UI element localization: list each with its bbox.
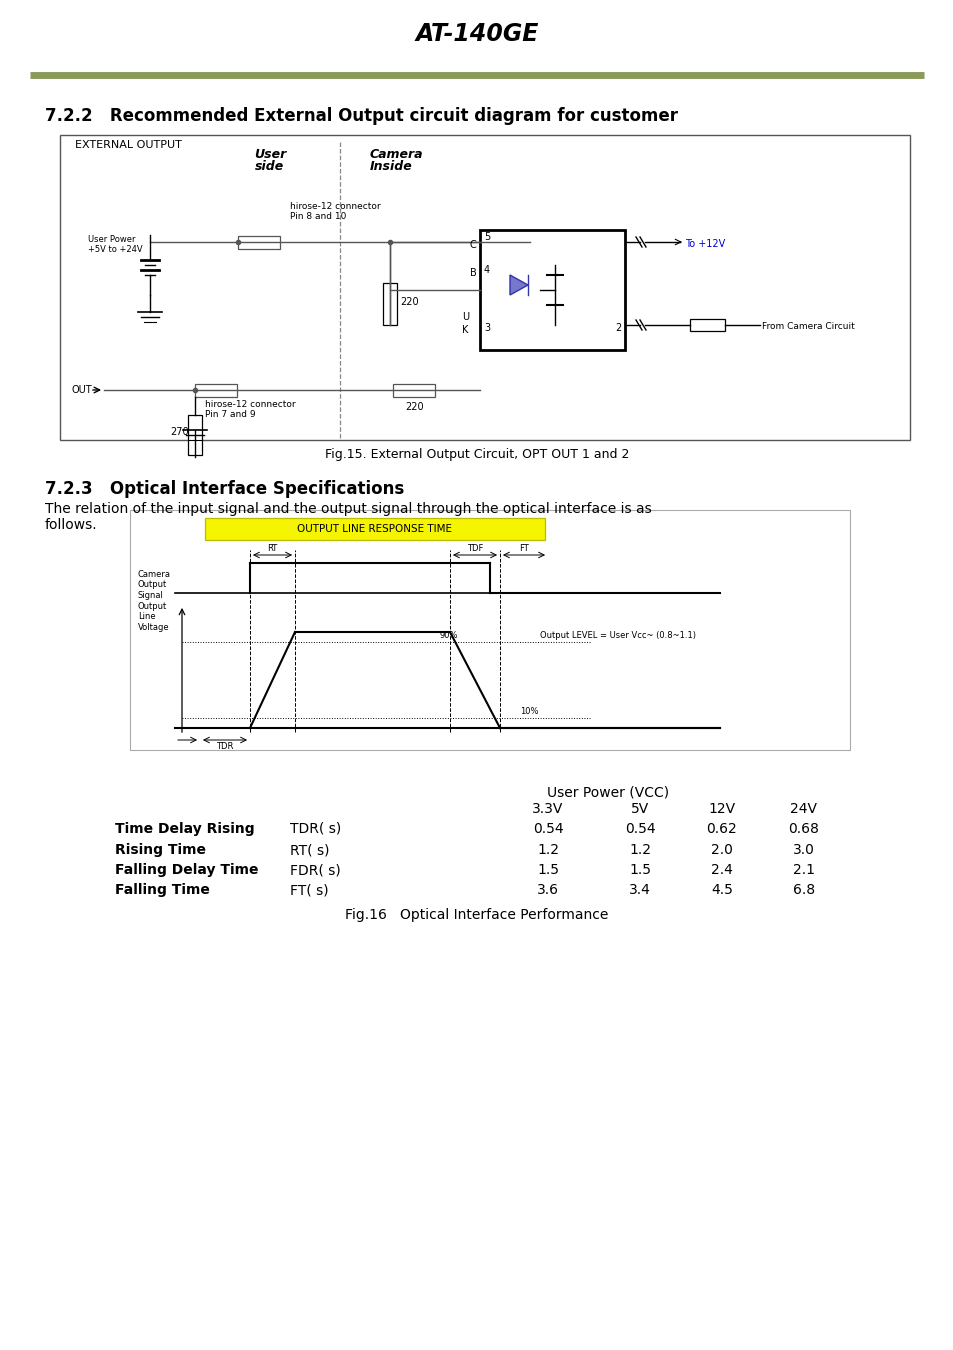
- Text: +5V to +24V: +5V to +24V: [88, 244, 143, 254]
- Text: 12V: 12V: [708, 802, 735, 815]
- Text: EXTERNAL OUTPUT: EXTERNAL OUTPUT: [75, 140, 182, 150]
- Text: 1.2: 1.2: [537, 842, 558, 857]
- Text: 1.5: 1.5: [628, 863, 650, 878]
- Text: Camera
Output
Signal: Camera Output Signal: [138, 570, 171, 599]
- Text: 1.2: 1.2: [628, 842, 650, 857]
- Text: 3.0: 3.0: [792, 842, 814, 857]
- Text: FDR( s): FDR( s): [290, 863, 340, 878]
- Text: 4: 4: [483, 265, 490, 275]
- Text: U: U: [461, 312, 469, 323]
- Text: 2.0: 2.0: [710, 842, 732, 857]
- Text: 6.8: 6.8: [792, 883, 814, 896]
- Text: hirose-12 connector: hirose-12 connector: [205, 400, 295, 409]
- Text: side: side: [255, 161, 284, 173]
- Text: OUT: OUT: [71, 385, 92, 396]
- Text: From Camera Circuit: From Camera Circuit: [761, 323, 854, 331]
- Text: 220: 220: [405, 402, 423, 412]
- Text: 3.6: 3.6: [537, 883, 558, 896]
- Text: 0.54: 0.54: [624, 822, 655, 836]
- Text: TDF: TDF: [466, 544, 482, 554]
- Text: Camera: Camera: [370, 148, 423, 161]
- Text: 3: 3: [483, 323, 490, 333]
- Text: The relation of the input signal and the output signal through the optical inter: The relation of the input signal and the…: [45, 502, 651, 532]
- Text: Pin 8 and 10: Pin 8 and 10: [290, 212, 346, 221]
- Text: Falling Delay Time: Falling Delay Time: [115, 863, 258, 878]
- Text: RT: RT: [267, 544, 276, 554]
- Text: 4.5: 4.5: [710, 883, 732, 896]
- Text: TDR( s): TDR( s): [290, 822, 341, 836]
- Text: 3.4: 3.4: [628, 883, 650, 896]
- Text: TDR: TDR: [216, 743, 233, 751]
- Text: 2.4: 2.4: [710, 863, 732, 878]
- Text: 5V: 5V: [630, 802, 648, 815]
- Bar: [205, 518, 544, 540]
- Text: 270: 270: [170, 427, 189, 437]
- Text: 5: 5: [483, 232, 490, 242]
- Text: 7.2.3   Optical Interface Specifications: 7.2.3 Optical Interface Specifications: [45, 481, 404, 498]
- Bar: [393, 383, 435, 397]
- Text: RT( s): RT( s): [290, 842, 329, 857]
- Bar: [237, 236, 280, 248]
- Text: User Power (VCC): User Power (VCC): [546, 784, 668, 799]
- Text: 2: 2: [615, 323, 620, 333]
- Bar: [60, 135, 909, 440]
- Text: 0.54: 0.54: [532, 822, 562, 836]
- Text: Falling Time: Falling Time: [115, 883, 210, 896]
- Text: 0.62: 0.62: [706, 822, 737, 836]
- Bar: [188, 414, 202, 455]
- Text: AT-140GE: AT-140GE: [415, 22, 538, 46]
- Text: 220: 220: [399, 297, 418, 306]
- Text: Inside: Inside: [370, 161, 413, 173]
- Text: B: B: [470, 269, 476, 278]
- Text: Pin 7 and 9: Pin 7 and 9: [205, 410, 255, 418]
- Bar: [479, 230, 624, 350]
- Text: Time Delay Rising: Time Delay Rising: [115, 822, 254, 836]
- Text: FT: FT: [518, 544, 528, 554]
- Text: Rising Time: Rising Time: [115, 842, 206, 857]
- Bar: [130, 510, 849, 751]
- Text: FT( s): FT( s): [290, 883, 328, 896]
- Text: User Power: User Power: [88, 235, 135, 244]
- Polygon shape: [510, 275, 527, 296]
- Text: 90%: 90%: [439, 630, 458, 640]
- Text: K: K: [461, 325, 468, 335]
- Text: 1.5: 1.5: [537, 863, 558, 878]
- Text: 7.2.2   Recommended External Output circuit diagram for customer: 7.2.2 Recommended External Output circui…: [45, 107, 678, 126]
- Text: C: C: [470, 240, 476, 250]
- Text: Output
Line
Voltage: Output Line Voltage: [138, 602, 170, 632]
- Text: 3.3V: 3.3V: [532, 802, 563, 815]
- Text: hirose-12 connector: hirose-12 connector: [290, 202, 380, 211]
- Bar: [382, 284, 396, 325]
- Text: Fig.16   Optical Interface Performance: Fig.16 Optical Interface Performance: [345, 909, 608, 922]
- Text: OUTPUT LINE RESPONSE TIME: OUTPUT LINE RESPONSE TIME: [297, 524, 452, 535]
- Text: 2.1: 2.1: [792, 863, 814, 878]
- Text: Fig.15. External Output Circuit, OPT OUT 1 and 2: Fig.15. External Output Circuit, OPT OUT…: [324, 448, 629, 460]
- Text: User: User: [253, 148, 286, 161]
- Text: To +12V: To +12V: [684, 239, 724, 248]
- Text: 10%: 10%: [519, 707, 537, 717]
- Text: 24V: 24V: [790, 802, 817, 815]
- Bar: [194, 383, 236, 397]
- Text: Output LEVEL = User Vcc~ (0.8~1.1): Output LEVEL = User Vcc~ (0.8~1.1): [539, 630, 696, 640]
- Text: 0.68: 0.68: [788, 822, 819, 836]
- Bar: [689, 319, 724, 331]
